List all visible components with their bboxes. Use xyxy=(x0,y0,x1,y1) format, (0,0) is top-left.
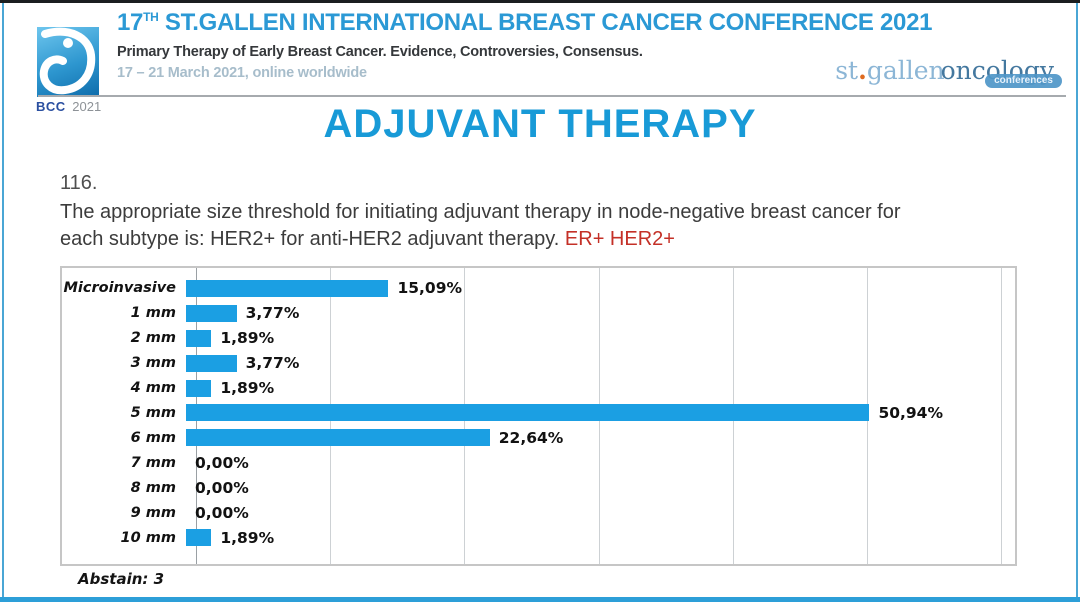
question-text: The appropriate size threshold for initi… xyxy=(60,199,1050,253)
result-bar xyxy=(186,404,870,422)
chart-row: 6 mm 22,64% xyxy=(62,425,1015,450)
result-bar xyxy=(186,354,237,372)
droplet-icon xyxy=(39,27,96,95)
chart-row: 1 mm 3,77% xyxy=(62,301,1015,326)
value-label: 0,00% xyxy=(195,503,249,522)
bar-zone: 0,00% xyxy=(186,475,1015,500)
value-label: 0,00% xyxy=(195,478,249,497)
value-label: 22,64% xyxy=(498,428,564,447)
stgallen-oncology-logo: st.gallenoncology conferences xyxy=(835,56,1062,88)
question-highlight: ER+ HER2+ xyxy=(564,228,675,250)
result-bar xyxy=(186,304,237,322)
chart-row: 7 mm 0,00% xyxy=(62,450,1015,475)
chart-row: 2 mm 1,89% xyxy=(62,326,1015,351)
result-bar xyxy=(186,329,212,347)
category-label: 8 mm xyxy=(130,479,176,496)
bar-zone: 50,94% xyxy=(186,401,1015,426)
category-label: 3 mm xyxy=(130,355,176,372)
chart-row: 5 mm 50,94% xyxy=(62,401,1015,426)
chart-row: 4 mm 1,89% xyxy=(62,376,1015,401)
conference-date: 17 – 21 March 2021, online worldwide xyxy=(117,65,367,81)
value-label: 0,00% xyxy=(195,453,249,472)
brand-dot: . xyxy=(858,56,867,85)
bcc-year: 2021 xyxy=(72,99,102,114)
chart-row: 3 mm 3,77% xyxy=(62,351,1015,376)
conference-title: 17TH ST.GALLEN INTERNATIONAL BREAST CANC… xyxy=(117,9,932,37)
result-bar xyxy=(186,379,212,397)
top-strip xyxy=(0,0,1080,3)
result-bar xyxy=(186,279,389,297)
category-label: 2 mm xyxy=(130,330,176,347)
category-label: 9 mm xyxy=(130,504,176,521)
value-label: 50,94% xyxy=(878,403,943,422)
question-line2: each subtype is: HER2+ for anti-HER2 adj… xyxy=(60,228,565,250)
category-label: 1 mm xyxy=(130,305,176,322)
category-label: 7 mm xyxy=(130,454,176,471)
question-line1: The appropriate size threshold for initi… xyxy=(60,201,901,223)
slide-title: ADJUVANT THERAPY xyxy=(323,102,757,146)
bar-zone: 1,89% xyxy=(186,376,1015,401)
header-divider xyxy=(38,95,1066,97)
right-border-line xyxy=(1076,3,1078,598)
brand-st: st xyxy=(835,56,859,85)
bcc-label: BCC xyxy=(36,99,66,114)
category-label: Microinvasive xyxy=(63,280,176,297)
chart-row: 9 mm 0,00% xyxy=(62,500,1015,525)
title-prefix: 17 xyxy=(117,9,144,36)
bar-zone: 3,77% xyxy=(186,301,1015,326)
question-number: 116. xyxy=(60,172,98,194)
value-label: 1,89% xyxy=(220,329,275,348)
value-label: 3,77% xyxy=(245,304,300,323)
bar-zone: 3,77% xyxy=(186,351,1015,376)
bar-zone: 1,89% xyxy=(186,525,1015,550)
chart-row: Microinvasive 15,09% xyxy=(62,276,1015,301)
left-border-line xyxy=(2,3,4,598)
title-rest: ST.GALLEN INTERNATIONAL BREAST CANCER CO… xyxy=(158,9,933,36)
results-bar-chart: Microinvasive 15,09% 1 mm 3,77% 2 mm 1,89% 3 m… xyxy=(60,266,1017,566)
bottom-strip xyxy=(0,597,1080,602)
bar-zone: 22,64% xyxy=(186,425,1015,450)
bar-zone: 1,89% xyxy=(186,326,1015,351)
bar-zone: 0,00% xyxy=(186,450,1015,475)
chart-row: 10 mm 1,89% xyxy=(62,525,1015,550)
bcc-logo-caption: BCC 2021 xyxy=(36,99,106,114)
chart-row: 8 mm 0,00% xyxy=(62,475,1015,500)
category-label: 10 mm xyxy=(120,529,176,546)
bar-zone: 15,09% xyxy=(186,276,1015,301)
result-bar xyxy=(186,529,212,547)
value-label: 1,89% xyxy=(220,528,275,547)
header-text: 17TH ST.GALLEN INTERNATIONAL BREAST CANC… xyxy=(117,9,932,81)
category-label: 6 mm xyxy=(130,429,176,446)
value-label: 15,09% xyxy=(397,279,463,298)
result-bar xyxy=(186,429,490,447)
conferences-badge: conferences xyxy=(985,74,1062,88)
category-label: 4 mm xyxy=(130,380,176,397)
value-label: 3,77% xyxy=(245,354,300,373)
category-label: 5 mm xyxy=(130,404,176,421)
chart-rows: Microinvasive 15,09% 1 mm 3,77% 2 mm 1,89% 3 m… xyxy=(62,276,1015,550)
bar-zone: 0,00% xyxy=(186,500,1015,525)
bcc-logo xyxy=(37,27,99,97)
brand-gallen: gallen xyxy=(866,56,945,85)
abstain-note: Abstain: 3 xyxy=(78,570,165,588)
title-superscript: TH xyxy=(143,10,159,24)
chart-gridline xyxy=(1001,268,1002,564)
conference-subtitle: Primary Therapy of Early Breast Cancer. … xyxy=(117,44,643,60)
value-label: 1,89% xyxy=(220,379,275,398)
